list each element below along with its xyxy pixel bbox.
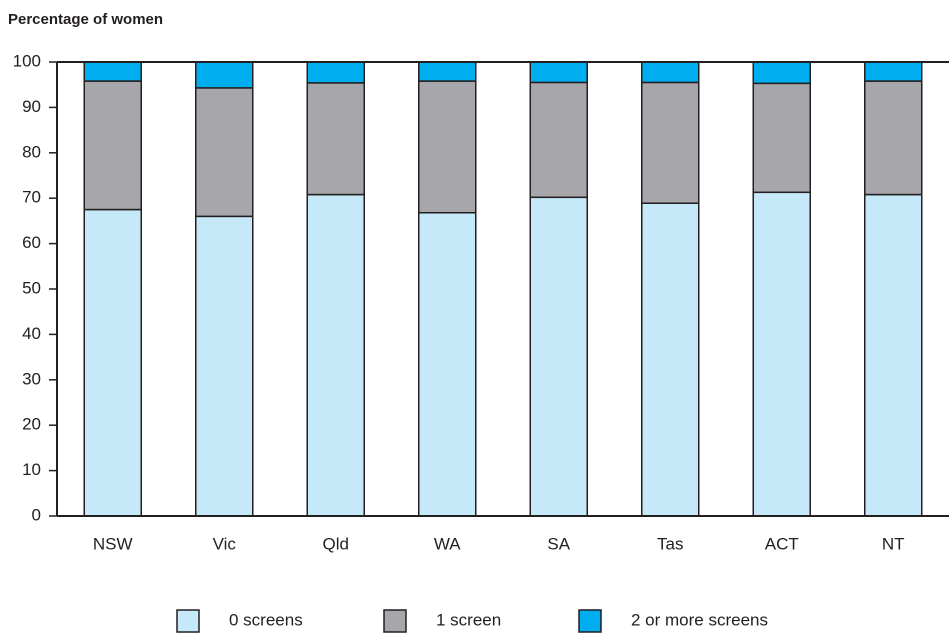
bar-segment — [864, 61, 923, 82]
bar-segment — [529, 81, 588, 199]
legend-swatch — [383, 609, 407, 633]
bar-segment — [83, 80, 142, 211]
bar-segment — [195, 61, 254, 89]
y-tick-label: 20 — [22, 415, 41, 434]
bar-segment — [83, 208, 142, 517]
bar-segment — [641, 202, 700, 517]
bar-segment — [864, 80, 923, 196]
y-tick-label: 60 — [22, 233, 41, 252]
legend-label: 1 screen — [436, 610, 501, 629]
y-tick-label: 30 — [22, 369, 41, 388]
bar-segment — [864, 193, 923, 517]
y-tick-label: 70 — [22, 188, 41, 207]
x-tick-label: Tas — [657, 534, 683, 553]
x-tick-label: NSW — [93, 534, 133, 553]
y-tick-label: 40 — [22, 324, 41, 343]
bar-segment — [418, 61, 477, 82]
bar-segment — [529, 61, 588, 84]
x-tick-label: SA — [547, 534, 570, 553]
legend-label: 0 screens — [229, 610, 303, 629]
legend-label: 2 or more screens — [631, 610, 768, 629]
legend-swatch — [176, 609, 200, 633]
x-tick-label: Qld — [323, 534, 349, 553]
y-tick-label: 50 — [22, 278, 41, 297]
bar-segment — [641, 81, 700, 204]
y-tick-label: 100 — [13, 51, 41, 70]
chart-title: Percentage of women — [8, 11, 163, 28]
y-tick-label: 90 — [22, 97, 41, 116]
x-tick-label: WA — [434, 534, 461, 553]
bar-segment — [418, 80, 477, 214]
bar-segment — [83, 61, 142, 82]
bar-segment — [752, 82, 811, 194]
y-tick-label: 80 — [22, 142, 41, 161]
x-tick-label: NT — [882, 534, 905, 553]
legend-swatch — [578, 609, 602, 633]
bar-segment — [641, 61, 700, 84]
bar-segment — [418, 211, 477, 517]
bar-segment — [752, 191, 811, 517]
bar-segment — [306, 61, 365, 84]
bar-segment — [195, 215, 254, 517]
x-tick-label: ACT — [765, 534, 799, 553]
bar-segment — [306, 82, 365, 196]
x-tick-label: Vic — [213, 534, 237, 553]
y-tick-label: 0 — [32, 505, 41, 524]
bar-segment — [752, 61, 811, 85]
y-tick-label: 10 — [22, 460, 41, 479]
bar-segment — [195, 87, 254, 218]
bar-segment — [306, 193, 365, 517]
bar-segment — [529, 196, 588, 517]
